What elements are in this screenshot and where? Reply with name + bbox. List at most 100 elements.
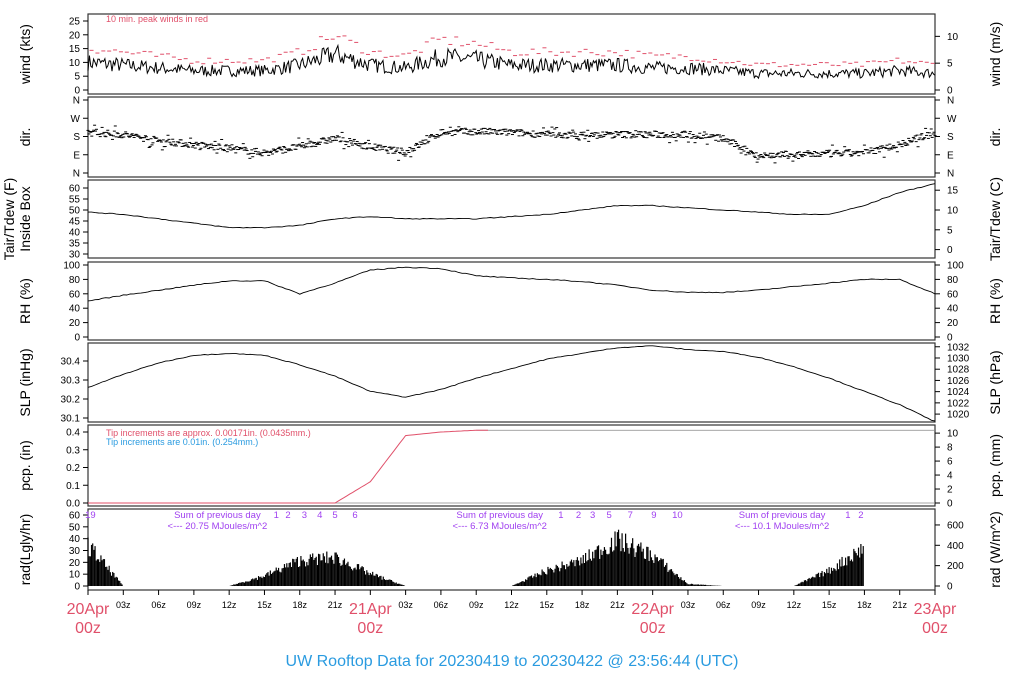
x-hour-label: 15z (540, 600, 555, 610)
tair-ytick-label: 55 (69, 195, 81, 206)
x-hour-label: 21z (892, 600, 907, 610)
slp-ytick-label: 30.3 (61, 376, 81, 387)
tair-ytick-right-label: 5 (947, 225, 953, 236)
rad-hour-label: 2 (285, 510, 290, 521)
x-date-label: 22Apr (631, 601, 674, 618)
dir-ylabel: dir. (17, 128, 33, 147)
x-hour-label: 18z (292, 600, 307, 610)
slp-ytick-right-label: 1022 (947, 398, 970, 409)
x-hour-label: 03z (681, 600, 696, 610)
pcp-ytick-label: 0.2 (66, 463, 80, 474)
pcp-ylabel-right: pcp. (mm) (987, 434, 1003, 497)
slp-ytick-right-label: 1030 (947, 353, 970, 364)
x-hour-label: 12z (504, 600, 519, 610)
rad-sum-label: Sum of previous day (456, 510, 543, 521)
x-hour-label: 18z (857, 600, 872, 610)
tair-ytick-right-label: 15 (947, 186, 959, 197)
x-date-label: 20Apr (67, 601, 110, 618)
tair-ylabel-right: Tair/Tdew (C) (987, 177, 1003, 261)
rad-hour-label: 6 (352, 510, 357, 521)
pcp-ytick-label: 0.4 (66, 428, 80, 439)
radiation-bars (87, 529, 864, 586)
x-hour-label: 03z (398, 600, 413, 610)
rad-hour-label: 1 (558, 510, 563, 521)
pcp-ytick-right-label: 6 (947, 457, 953, 468)
slp-ytick-label: 30.4 (61, 357, 81, 368)
rh-ytick-right-label: 20 (947, 318, 959, 329)
rad-hour-label: 19 (85, 510, 96, 521)
wind-ylabel: wind (kts) (17, 24, 33, 85)
rad-ytick-label: 30 (69, 546, 81, 557)
pcp-ylabel: pcp. (in) (17, 440, 33, 491)
x-hour-label: 15z (257, 600, 272, 610)
rad-ytick-label: 60 (69, 511, 81, 522)
wind-ytick-right-label: 0 (947, 86, 953, 97)
x-date-hour: 00z (640, 620, 666, 637)
wind-ytick-label: 10 (69, 58, 81, 69)
dir-ytick-label: S (73, 132, 80, 143)
wind-dir-points (86, 124, 937, 164)
rh-panel-frame (87, 261, 936, 341)
dir-ytick-label: N (73, 96, 80, 107)
tair-ytick-label: 35 (69, 239, 81, 250)
pcp-ytick-label: 0.3 (66, 445, 80, 456)
rh-ytick-label: 100 (63, 261, 80, 272)
rad-sum-label: Sum of previous day (174, 510, 261, 521)
rad-ylabel-right: rad (W/m^2) (987, 511, 1003, 588)
rad-ytick-right-label: 600 (947, 520, 964, 531)
dir-ytick-right-label: N (947, 96, 954, 107)
x-hour-label: 12z (787, 600, 802, 610)
wind-ytick-label: 5 (74, 72, 80, 83)
rad-hour-label: 3 (302, 510, 307, 521)
pcp-line (88, 429, 488, 504)
rh-ytick-right-label: 100 (947, 261, 964, 272)
rad-hour-label: 1 (274, 510, 279, 521)
rad-ytick-right-label: 400 (947, 541, 964, 552)
wind-ytick-label: 0 (74, 86, 80, 97)
wind-ytick-right-label: 10 (947, 32, 959, 43)
wind-ylabel-right: wind (m/s) (987, 22, 1003, 88)
pcp-annotation-blue: Tip increments are 0.01in. (0.254mm.) (106, 437, 258, 447)
tair-ytick-label: 40 (69, 228, 81, 239)
tair-ylabel: Tair/Tdew (F) (1, 178, 17, 260)
rad-ytick-right-label: 0 (947, 582, 953, 593)
dir-ytick-right-label: S (947, 132, 954, 143)
rh-line (87, 266, 936, 302)
x-hour-label: 06z (151, 600, 166, 610)
rh-ytick-right-label: 80 (947, 275, 959, 286)
dir-ylabel-right: dir. (987, 128, 1003, 147)
slp-ytick-right-label: 1024 (947, 387, 970, 398)
rad-ytick-label: 50 (69, 522, 81, 533)
pcp-panel-frame (87, 424, 936, 507)
rad-hour-label: 5 (332, 510, 337, 521)
pcp-ytick-right-label: 0 (947, 499, 953, 510)
tair-ytick-label: 30 (69, 250, 81, 261)
rad-ylabel: rad(Lgly/hr) (17, 514, 33, 586)
x-hour-label: 21z (328, 600, 343, 610)
rad-sum-value: <--- 6.73 MJoules/m^2 (452, 521, 546, 532)
pcp-ytick-label: 0.0 (66, 499, 80, 510)
rh-ytick-label: 20 (69, 318, 81, 329)
slp-ytick-label: 30.2 (61, 395, 81, 406)
rad-hour-label: 2 (576, 510, 581, 521)
dir-ytick-label: E (73, 150, 80, 161)
tair-line (88, 183, 936, 229)
rad-ytick-right-label: 200 (947, 561, 964, 572)
rad-hour-label: 10 (672, 510, 683, 521)
rad-ytick-label: 0 (74, 582, 80, 593)
rh-ylabel: RH (%) (17, 278, 33, 324)
rh-ytick-label: 40 (69, 304, 81, 315)
tair-ytick-label: 45 (69, 217, 81, 228)
pcp-annotation-red: Tip increments are approx. 0.00171in. (0… (106, 428, 311, 438)
dir-ytick-right-label: N (947, 169, 954, 180)
wind-panel-frame (87, 13, 936, 95)
rh-ytick-label: 60 (69, 289, 81, 300)
rad-hour-label: 2 (858, 510, 863, 521)
rad-hour-label: 7 (628, 510, 633, 521)
x-date-label: 23Apr (914, 601, 957, 618)
rad-sum-value: <--- 20.75 MJoules/m^2 (168, 521, 268, 532)
x-hour-label: 18z (575, 600, 590, 610)
rad-ytick-label: 20 (69, 558, 81, 569)
x-hour-label: 06z (434, 600, 449, 610)
